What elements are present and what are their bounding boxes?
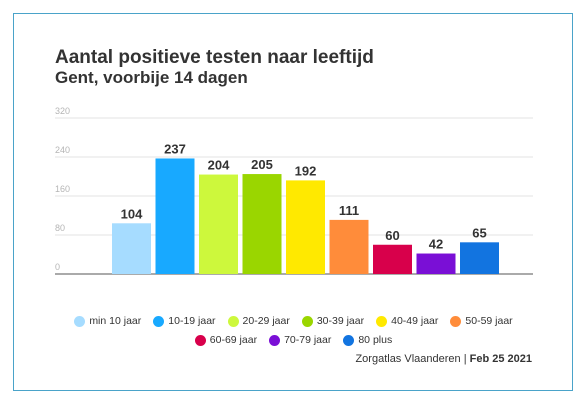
bar-60-69-jaar[interactable] [373, 244, 412, 274]
legend-label: 40-49 jaar [391, 315, 439, 327]
legend-swatch-icon [343, 334, 355, 346]
bar-50-59-jaar[interactable] [329, 219, 369, 274]
bar-value-label: 42 [429, 237, 443, 252]
legend-item[interactable]: 40-49 jaar [376, 315, 438, 327]
y-tick-label: 0 [55, 262, 60, 272]
bar-value-label: 192 [295, 163, 317, 178]
legend-swatch-icon [450, 315, 462, 327]
bar-80-plus[interactable] [460, 242, 499, 274]
legend-item[interactable]: 20-29 jaar [227, 315, 290, 327]
bar-70-79-jaar[interactable] [416, 253, 456, 274]
bar-value-label: 60 [385, 228, 399, 243]
legend-item[interactable]: 60-69 jaar [194, 334, 258, 346]
source-separator: | [463, 353, 467, 365]
bar-value-label: 111 [339, 203, 359, 218]
legend-swatch-icon [227, 315, 239, 327]
legend-label: 50-59 jaar [465, 315, 513, 327]
legend-item[interactable]: 10-19 jaar [153, 315, 216, 327]
legend-swatch-icon [153, 315, 165, 327]
legend-swatch-icon [74, 315, 86, 327]
legend-swatch-icon [301, 315, 313, 327]
legend-label: 30-39 jaar [316, 315, 365, 327]
legend-item[interactable]: 70-79 jaar [269, 334, 331, 346]
bar-min-10-jaar[interactable] [112, 223, 151, 274]
bar-30-39-jaar[interactable] [242, 174, 282, 274]
y-tick-label: 80 [55, 223, 65, 233]
legend-row-1: min 10 jaar 10-19 jaar 20-29 jaar 30-39 jaa… [0, 315, 587, 327]
bar-value-label: 205 [251, 157, 273, 172]
source-credit: Zorgatlas Vlaanderen | Feb 25 2021 [355, 353, 532, 365]
bar-10-19-jaar[interactable] [155, 158, 195, 274]
legend-row-2: 60-69 jaar 70-79 jaar 80 plus [0, 334, 587, 346]
legend-swatch-icon [194, 334, 206, 346]
legend-swatch-icon [376, 315, 388, 327]
bar-value-label: 204 [208, 158, 230, 173]
bar-value-label: 237 [164, 141, 186, 156]
y-tick-label: 160 [55, 184, 70, 194]
legend-label: 10-19 jaar [168, 315, 216, 327]
legend-item[interactable]: min 10 jaar [74, 315, 141, 327]
chart-title: Aantal positieve testen naar leeftijd [55, 47, 374, 68]
bar-value-label: 65 [472, 225, 486, 240]
legend-item[interactable]: 30-39 jaar [301, 315, 365, 327]
legend-item[interactable]: 50-59 jaar [450, 315, 513, 327]
y-tick-label: 240 [55, 145, 70, 155]
bar-chart: 0 80 160 240 320 104 237 204 205 192 111 60 42 65 [55, 106, 533, 275]
y-tick-label: 320 [55, 106, 70, 116]
source-name: Zorgatlas Vlaanderen [355, 353, 461, 365]
legend-label: 70-79 jaar [284, 334, 332, 346]
legend-item[interactable]: 80 plus [343, 334, 392, 346]
legend-label: min 10 jaar [89, 315, 142, 327]
bar-40-49-jaar[interactable] [286, 180, 325, 274]
bar-value-label: 104 [121, 206, 143, 221]
legend-swatch-icon [269, 334, 281, 346]
legend-label: 20-29 jaar [242, 315, 290, 327]
bar-20-29-jaar[interactable] [199, 174, 238, 274]
legend-label: 60-69 jaar [209, 334, 258, 346]
source-date: Feb 25 2021 [469, 353, 532, 365]
legend-label: 80 plus [358, 334, 393, 346]
chart-subtitle: Gent, voorbije 14 dagen [55, 68, 248, 87]
